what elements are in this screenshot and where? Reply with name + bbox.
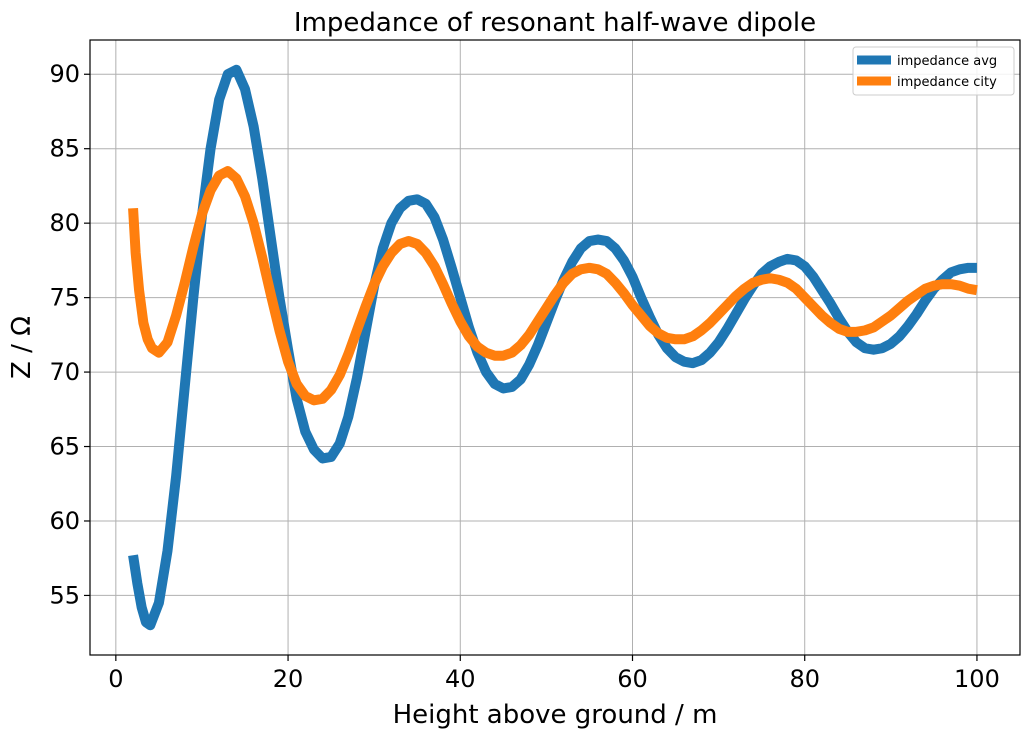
y-tick-label: 70 [49,358,80,386]
y-axis-title: Z / Ω [7,316,37,379]
legend-label: impedance avg [897,54,997,69]
plot-frame [89,39,1021,656]
x-tick-label: 40 [445,665,476,693]
y-tick-label: 65 [49,433,80,461]
series-line-1 [128,64,977,631]
y-tick-label: 60 [49,507,80,535]
y-tick-label: 90 [49,60,80,88]
legend: impedance avg impedance city [852,46,1015,96]
series-line-2 [128,166,978,406]
x-tick-label: 100 [954,665,1000,693]
ticks: 0 20 40 60 80 100 55 60 65 70 75 80 85 90 [49,60,999,693]
y-tick-label: 85 [49,135,80,163]
x-tick-label: 60 [617,665,648,693]
y-tick-label: 75 [49,284,80,312]
legend-box [852,46,1015,96]
y-tick-label: 80 [49,209,80,237]
x-tick-label: 80 [789,665,820,693]
chart-title: Impedance of resonant half-wave dipole [294,8,816,38]
series-layer [128,64,978,631]
x-tick-label: 0 [108,665,123,693]
legend-label: impedance city [897,75,997,90]
x-tick-label: 20 [273,665,304,693]
x-axis-title: Height above ground / m [393,700,718,730]
y-tick-label: 55 [49,581,80,609]
